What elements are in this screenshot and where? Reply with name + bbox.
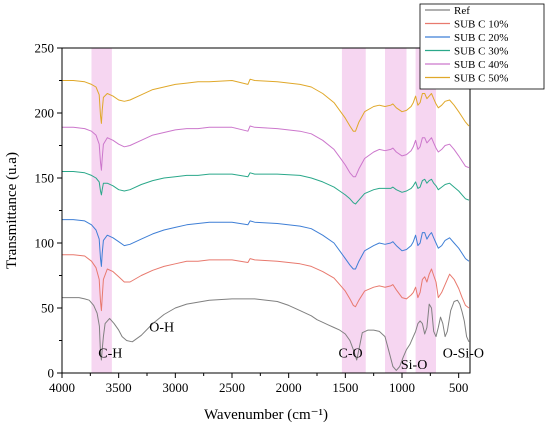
- series-line-1: [62, 297, 470, 371]
- legend-label: SUB C 30%: [454, 46, 508, 58]
- series-line-5: [62, 125, 470, 178]
- x-axis: 4000 3500 3000 2500 2000 1500 1000 500: [49, 373, 468, 395]
- annotation-3: C-O: [339, 346, 363, 361]
- x-tick-label: 1000: [389, 380, 415, 395]
- highlight-band-1: [91, 48, 112, 373]
- legend: Ref SUB C 10%SUB C 20% SUB C 30%SUB C 40% S…: [419, 3, 545, 90]
- x-tick-label: 3500: [106, 380, 132, 395]
- legend-box: [419, 3, 545, 90]
- x-tick-label: 4000: [49, 380, 75, 395]
- annotations: C-H O-H C-O Si-O O-Si-O: [98, 320, 484, 373]
- y-tick-label: 150: [35, 171, 55, 186]
- annotation-1: C-H: [98, 346, 122, 361]
- annotation-2: O-H: [149, 320, 174, 335]
- annotation-4: Si-O: [401, 358, 427, 373]
- x-tick-label: 3000: [162, 380, 188, 395]
- series-line-6: [62, 78, 470, 132]
- highlight-band-3: [385, 48, 407, 373]
- x-tick-label: 2500: [219, 380, 245, 395]
- series-line-4: [62, 171, 470, 205]
- plot-frame: [61, 47, 471, 374]
- y-axis: 0 50 100 150 200 250: [35, 41, 62, 381]
- x-tick-label: 500: [449, 380, 469, 395]
- highlight-band-2: [341, 48, 366, 373]
- y-tick-label: 200: [35, 106, 55, 121]
- highlight-bands: [91, 48, 436, 373]
- series-line-2: [62, 254, 470, 312]
- y-axis-label: Transmittance (u.a): [4, 152, 20, 269]
- y-tick-label: 100: [35, 236, 55, 251]
- series-layer: [62, 78, 470, 371]
- y-tick-label: 50: [41, 301, 54, 316]
- y-tick-label: 0: [48, 366, 55, 381]
- legend-label: SUB C 50%: [454, 73, 508, 85]
- legend-label: Ref: [454, 5, 470, 17]
- x-tick-label: 2000: [276, 380, 302, 395]
- legend-label: SUB C 40%: [454, 59, 508, 71]
- y-tick-label: 250: [35, 41, 55, 56]
- x-axis-label: Wavenumber (cm⁻¹): [204, 407, 328, 423]
- annotation-5: O-Si-O: [443, 346, 484, 361]
- legend-label: SUB C 10%: [454, 19, 508, 31]
- series-line-3: [62, 219, 470, 270]
- legend-label: SUB C 20%: [454, 32, 508, 44]
- x-tick-label: 1500: [332, 380, 358, 395]
